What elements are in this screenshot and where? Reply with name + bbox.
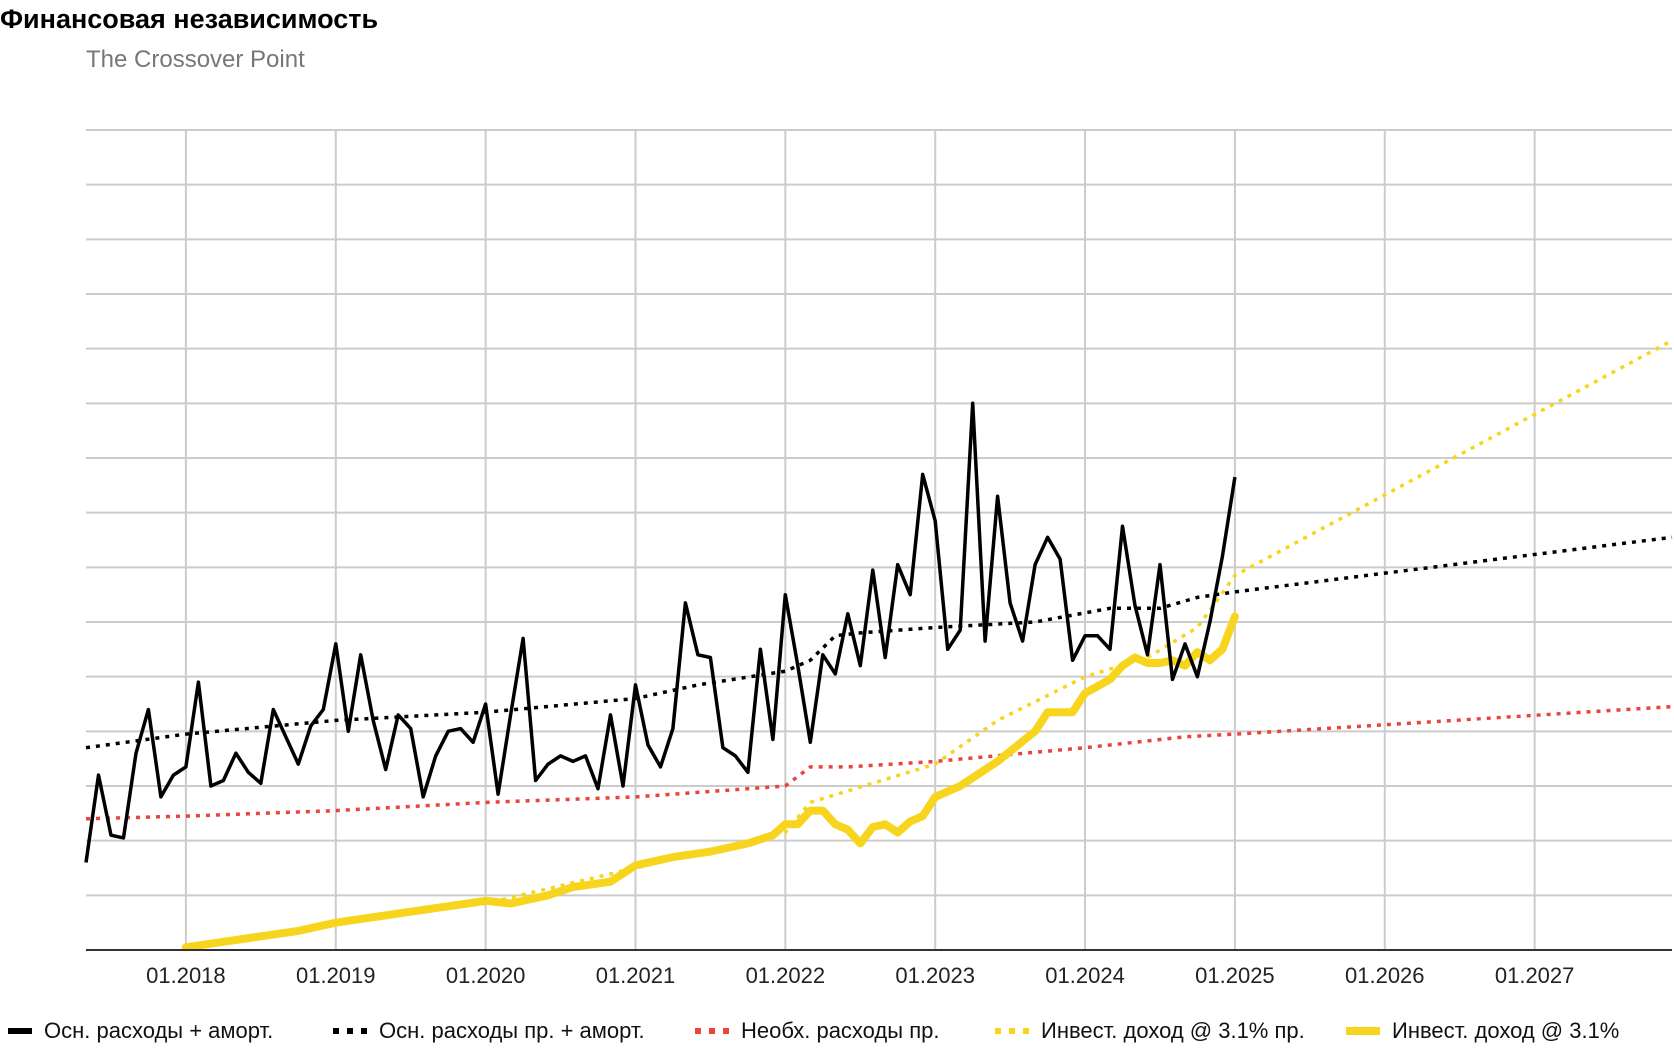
x-tick-label: 01.2024 — [1045, 963, 1125, 988]
legend-label: Инвест. доход @ 3.1% — [1392, 1018, 1620, 1043]
x-tick-label: 01.2023 — [895, 963, 975, 988]
chart-subtitle: The Crossover Point — [86, 46, 305, 73]
dotted-yellow-swatch-icon — [995, 1028, 1029, 1034]
legend-item[interactable]: Инвест. доход @ 3.1% пр. — [995, 1018, 1305, 1044]
solid-line-swatch-icon — [8, 1028, 32, 1034]
legend-label: Необх. расходы пр. — [741, 1018, 940, 1043]
series-line-dotted-trend — [85, 704, 1673, 821]
x-tick-label: 01.2018 — [146, 963, 226, 988]
series-line-dotted-trend — [185, 338, 1673, 950]
legend-label: Осн. расходы пр. + аморт. — [379, 1018, 645, 1043]
dotted-red-swatch-icon — [695, 1028, 729, 1034]
series-lines — [84, 338, 1673, 952]
legend-label: Осн. расходы + аморт. — [44, 1018, 274, 1043]
x-axis: 01.2018 01.2019 01.2020 01.2021 01.2022 01.20… — [86, 949, 1672, 988]
chart-plot-area: 01.2018 01.2019 01.2020 01.2021 01.2022 01.20… — [84, 129, 1673, 988]
x-tick-label: 01.2027 — [1495, 963, 1575, 988]
legend-label: Инвест. доход @ 3.1% пр. — [1041, 1018, 1305, 1043]
x-tick-label: 01.2019 — [296, 963, 376, 988]
x-tick-label: 01.2021 — [596, 963, 676, 988]
chart-title: Финансовая независимость — [0, 4, 379, 34]
x-tick-label: 01.2022 — [746, 963, 826, 988]
thick-yellow-swatch-icon — [1346, 1027, 1380, 1035]
dotted-black-swatch-icon — [333, 1028, 367, 1034]
legend-item[interactable]: Необх. расходы пр. — [695, 1018, 939, 1044]
legend-item[interactable]: Осн. расходы + аморт. — [8, 1018, 273, 1044]
legend: Осн. расходы + аморт. Осн. расходы пр. +… — [0, 1018, 1674, 1048]
legend-item[interactable]: Инвест. доход @ 3.1% — [1346, 1018, 1619, 1044]
x-tick-label: 01.2026 — [1345, 963, 1425, 988]
legend-item[interactable]: Осн. расходы пр. + аморт. — [333, 1018, 645, 1044]
series-line-dotted-trend — [85, 535, 1673, 750]
series-line-invest-income — [181, 612, 1239, 952]
x-tick-label: 01.2020 — [446, 963, 526, 988]
series-line-actual-expenses — [84, 401, 1237, 863]
x-tick-label: 01.2025 — [1195, 963, 1275, 988]
